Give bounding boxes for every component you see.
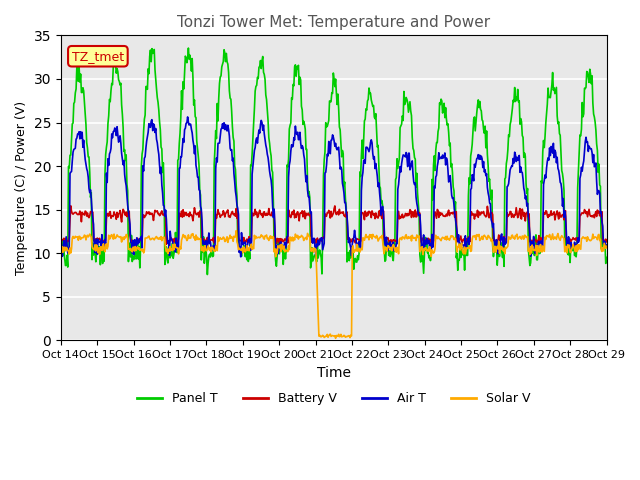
Panel T (401, 100, 409, 106)
Solar V (57, 245, 65, 251)
Air T (237, 254, 244, 260)
Y-axis label: Temperature (C) / Power (V): Temperature (C) / Power (V) (15, 101, 28, 275)
Air T (67, 169, 75, 175)
Line: Battery V: Battery V (61, 206, 607, 244)
Battery V (401, 211, 409, 216)
Battery V (163, 241, 170, 247)
Battery V (603, 239, 611, 245)
Panel T (123, 181, 131, 187)
Air T (123, 193, 131, 199)
Solar V (603, 243, 611, 249)
Solar V (232, 228, 240, 234)
Title: Tonzi Tower Met: Temperature and Power: Tonzi Tower Met: Temperature and Power (177, 15, 490, 30)
Solar V (332, 336, 339, 341)
Solar V (123, 232, 131, 238)
Battery V (67, 203, 75, 209)
Panel T (184, 45, 192, 51)
Text: TZ_tmet: TZ_tmet (72, 50, 124, 63)
Line: Solar V: Solar V (61, 231, 607, 338)
Air T (603, 242, 611, 248)
Battery V (417, 240, 425, 245)
Line: Air T: Air T (61, 117, 607, 257)
Battery V (180, 214, 188, 219)
Panel T (209, 254, 216, 260)
Solar V (179, 235, 186, 240)
Air T (57, 242, 65, 248)
Battery V (124, 210, 131, 216)
Solar V (207, 249, 215, 255)
Air T (184, 114, 191, 120)
Battery V (57, 236, 65, 242)
X-axis label: Time: Time (317, 366, 351, 380)
Solar V (67, 250, 75, 256)
Air T (179, 145, 186, 151)
Solar V (417, 247, 425, 252)
Panel T (417, 258, 425, 264)
Panel T (67, 152, 75, 158)
Air T (401, 154, 409, 160)
Panel T (179, 107, 186, 112)
Panel T (603, 254, 611, 260)
Panel T (204, 272, 211, 277)
Solar V (401, 233, 409, 239)
Air T (208, 247, 216, 253)
Line: Panel T: Panel T (61, 48, 607, 275)
Panel T (57, 249, 65, 255)
Battery V (209, 238, 216, 243)
Battery V (68, 208, 76, 214)
Legend: Panel T, Battery V, Air T, Solar V: Panel T, Battery V, Air T, Solar V (132, 387, 535, 410)
Air T (417, 244, 425, 250)
